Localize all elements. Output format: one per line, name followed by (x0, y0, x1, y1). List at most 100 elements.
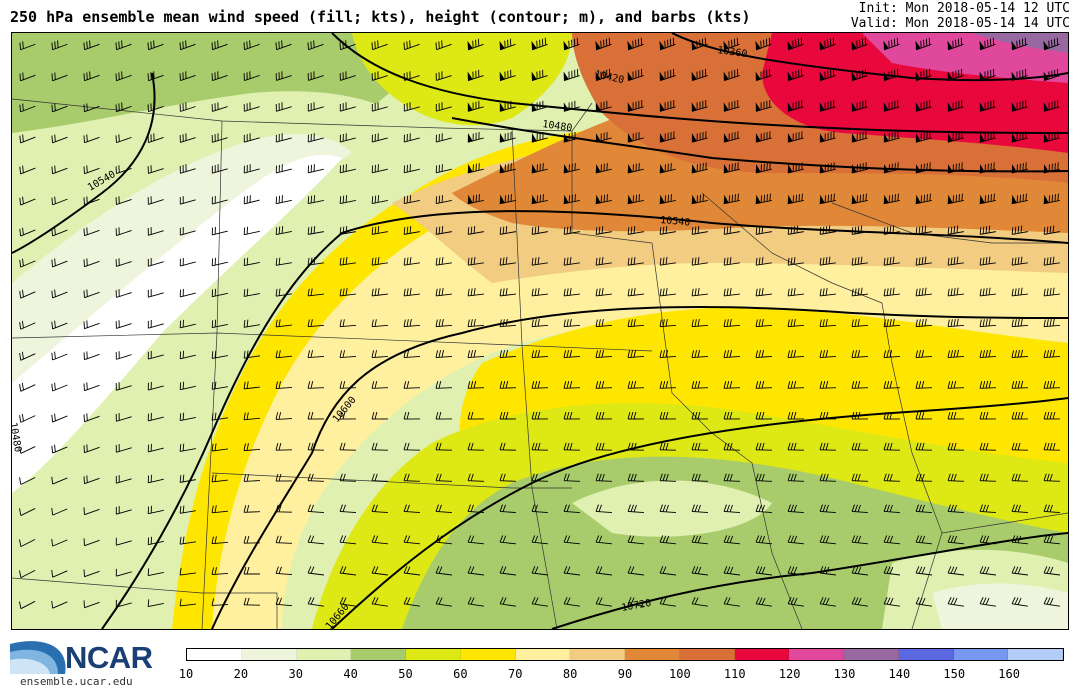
wind-barb (659, 596, 676, 607)
wind-barb (1043, 100, 1060, 112)
wind-barb (403, 381, 421, 389)
wind-barb (339, 164, 356, 174)
wind-barb (179, 227, 196, 236)
wind-barb (595, 596, 612, 607)
wind-barb (851, 318, 869, 328)
wind-barb (51, 103, 68, 113)
wind-barb (851, 68, 868, 82)
logo-name: NCAR (65, 640, 153, 675)
wind-barb (467, 69, 484, 82)
wind-barb (915, 193, 932, 205)
wind-barb (307, 195, 324, 205)
wind-barb (659, 349, 677, 358)
wind-barb (179, 350, 196, 360)
wind-barb (915, 100, 932, 112)
wind-barb (147, 258, 164, 267)
wind-barb (179, 443, 196, 452)
wind-barb (1043, 162, 1060, 174)
wind-barb (851, 287, 868, 297)
wind-barb (115, 382, 132, 391)
wind-barb (979, 535, 997, 545)
wind-barb (1043, 411, 1061, 420)
wind-barb (51, 444, 68, 454)
wind-barb (883, 411, 901, 420)
wind-barb (563, 380, 581, 389)
wind-barb (243, 257, 260, 267)
wind-barb (915, 411, 933, 420)
wind-barb (179, 381, 196, 391)
wind-barb (947, 566, 964, 576)
wind-barb (819, 162, 836, 174)
color-legend (186, 648, 1064, 661)
wind-barb (819, 380, 837, 389)
wind-barb (755, 287, 772, 297)
wind-barb (403, 411, 421, 420)
wind-barb (339, 102, 356, 112)
wind-barb (627, 349, 645, 358)
wind-barb (371, 566, 388, 576)
wind-barb (691, 162, 708, 174)
wind-barb (883, 380, 901, 389)
wind-barb (83, 507, 100, 516)
wind-barb (115, 196, 132, 205)
wind-barb (179, 71, 196, 82)
wind-barb (723, 596, 740, 607)
wind-barb (755, 566, 772, 576)
wind-barb (979, 442, 997, 451)
wind-barb (435, 442, 453, 451)
legend-swatch (1008, 649, 1063, 660)
wind-barb (627, 596, 644, 607)
legend-swatch (515, 649, 571, 660)
wind-barb (307, 381, 325, 389)
wind-barb (403, 195, 420, 205)
wind-barb (147, 351, 164, 360)
run-times: Init: Mon 2018-05-14 12 UTC Valid: Mon 2… (851, 1, 1070, 31)
wind-barb (531, 287, 548, 297)
wind-barb (627, 194, 644, 205)
wind-barb (723, 37, 740, 51)
wind-barb (179, 474, 196, 483)
wind-barb (915, 162, 932, 174)
wind-barb (883, 566, 900, 576)
wind-barb (1043, 442, 1061, 451)
wind-barb (691, 411, 709, 420)
wind-barb (275, 102, 292, 112)
wind-barb (915, 596, 932, 607)
legend-swatch (296, 649, 352, 660)
wind-barb (467, 163, 484, 174)
wind-barb (819, 596, 836, 607)
wind-barb (371, 442, 389, 451)
wind-barb (51, 382, 68, 392)
wind-barb (275, 319, 292, 328)
wind-barb (819, 68, 836, 82)
wind-barb (179, 40, 196, 51)
wind-barb (691, 349, 709, 358)
wind-barb (531, 318, 549, 328)
wind-barb (243, 102, 260, 112)
wind-barb (499, 349, 517, 358)
wind-barb (1043, 380, 1061, 389)
wind-barb (243, 195, 260, 205)
wind-barb (915, 380, 933, 389)
wind-barb (115, 599, 132, 608)
wind-barb (979, 193, 996, 205)
wind-barb (755, 411, 773, 420)
wind-barb (947, 473, 965, 482)
wind-barb (947, 442, 965, 451)
wind-barb (1043, 596, 1060, 607)
wind-barb (435, 381, 453, 389)
wind-barb (275, 412, 293, 420)
wind-barb (883, 37, 900, 51)
wind-barb (787, 318, 805, 328)
wind-barb (819, 318, 837, 328)
init-time: Init: Mon 2018-05-14 12 UTC (858, 1, 1070, 16)
wind-barb (371, 102, 388, 112)
wind-barb (915, 349, 933, 358)
wind-barb (723, 566, 740, 576)
wind-barb (851, 473, 869, 482)
wind-barb (627, 226, 644, 235)
wind-barb (339, 195, 356, 205)
wind-barb (691, 226, 708, 235)
wind-barb (83, 227, 100, 237)
wind-barb (755, 193, 772, 205)
